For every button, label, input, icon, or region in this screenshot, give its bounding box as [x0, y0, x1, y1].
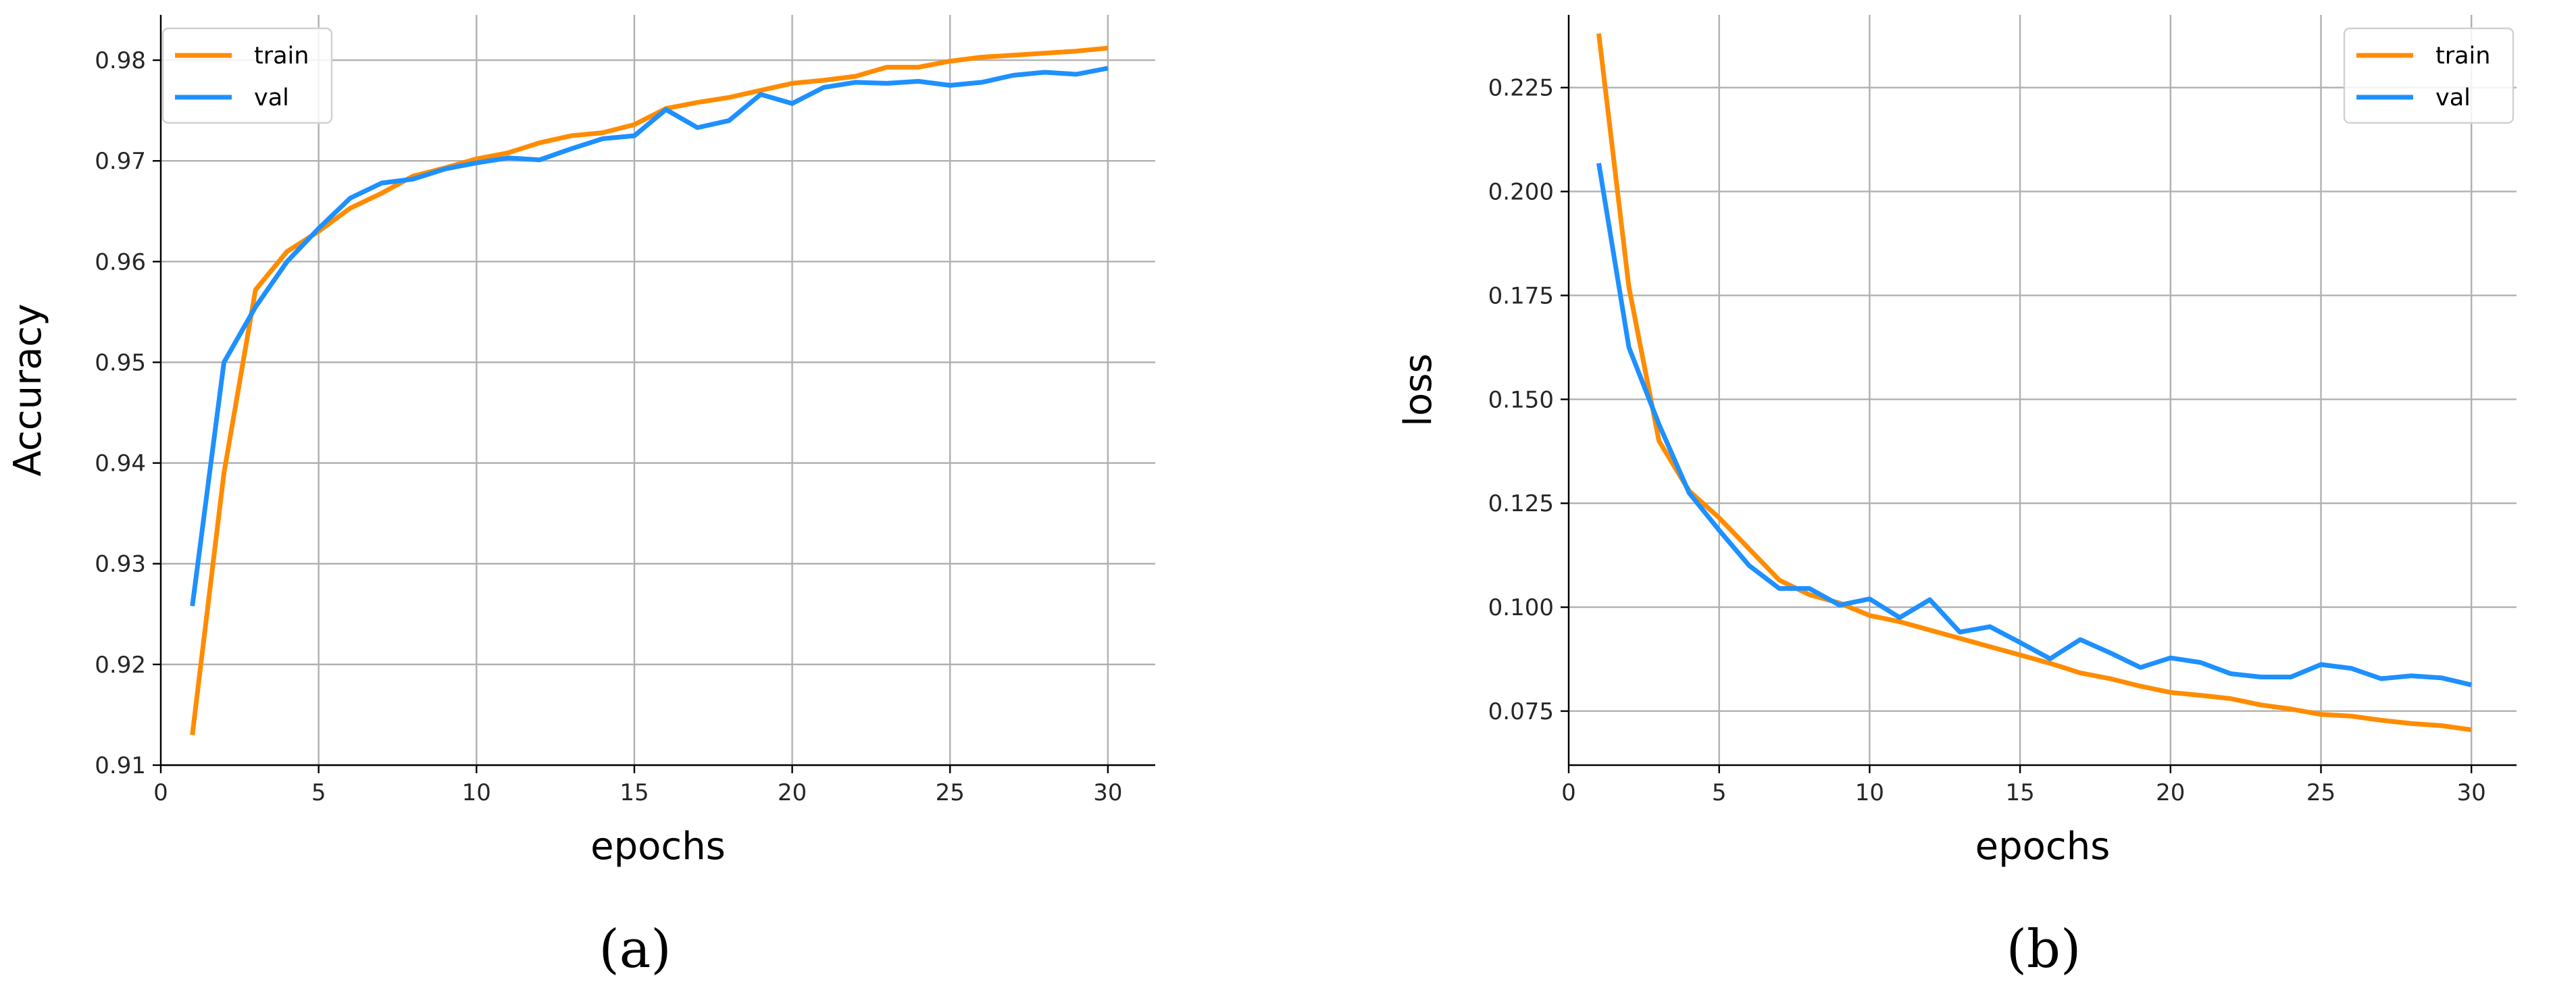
x-tick-label: 10	[1855, 779, 1884, 806]
legend: train val	[161, 27, 333, 124]
legend-label-train: train	[254, 43, 309, 70]
y-tick-label: 0.200	[1488, 179, 1554, 206]
y-tick-label: 0.225	[1488, 75, 1554, 102]
legend-label-val: val	[254, 84, 289, 111]
legend: train val	[2343, 27, 2515, 124]
y-tick-label: 0.125	[1488, 490, 1554, 517]
x-tick-label: 10	[462, 779, 491, 806]
y-tick-label: 0.91	[95, 752, 146, 779]
y-tick-label: 0.93	[95, 551, 146, 578]
y-tick-label: 0.98	[95, 47, 146, 74]
x-axis-label: epochs	[1975, 825, 2111, 868]
x-tick-label: 5	[311, 779, 326, 806]
series-line-train	[190, 45, 1109, 735]
caption-a: (a)	[599, 919, 671, 980]
y-tick-label: 0.100	[1488, 594, 1554, 621]
series-line-train	[1596, 33, 2472, 733]
legend-label-train: train	[2435, 43, 2490, 70]
caption-b: (b)	[2006, 919, 2081, 980]
series-line-val	[1596, 163, 2473, 687]
x-tick-label: 0	[153, 779, 168, 806]
x-tick-label: 20	[778, 779, 807, 806]
x-tick-label: 15	[620, 779, 649, 806]
x-axis-label: epochs	[590, 825, 726, 868]
y-axis-label: loss	[1396, 353, 1440, 426]
x-tick-label: 25	[936, 779, 965, 806]
accuracy-chart: 0 5 10 15 20 25 30 0.91 0.92 0.93 0.94 0.95 0.96 0.97…	[6, 15, 1155, 868]
y-tick-label: 0.95	[95, 349, 146, 376]
y-tick-label: 0.92	[95, 652, 146, 679]
x-tick-label: 30	[2457, 779, 2486, 806]
y-tick-label: 0.97	[95, 148, 146, 175]
x-tick-label: 0	[1561, 779, 1576, 806]
loss-chart: 0 5 10 15 20 25 30 0.075 0.100 0.125 0.150 0.175 0.2…	[1396, 15, 2517, 868]
y-tick-label: 0.96	[95, 249, 146, 276]
x-tick-label: 25	[2306, 779, 2335, 806]
legend-label-val: val	[2435, 84, 2471, 111]
x-tick-label: 30	[1093, 779, 1122, 806]
x-tick-label: 15	[2005, 779, 2034, 806]
x-tick-label: 20	[2156, 779, 2185, 806]
y-tick-label: 0.94	[95, 450, 146, 477]
y-axis-label: Accuracy	[6, 304, 50, 477]
x-tick-label: 5	[1712, 779, 1727, 806]
y-tick-label: 0.175	[1488, 282, 1554, 309]
y-tick-label: 0.150	[1488, 386, 1554, 413]
series-line-val	[190, 66, 1109, 606]
y-tick-label: 0.075	[1488, 698, 1554, 725]
